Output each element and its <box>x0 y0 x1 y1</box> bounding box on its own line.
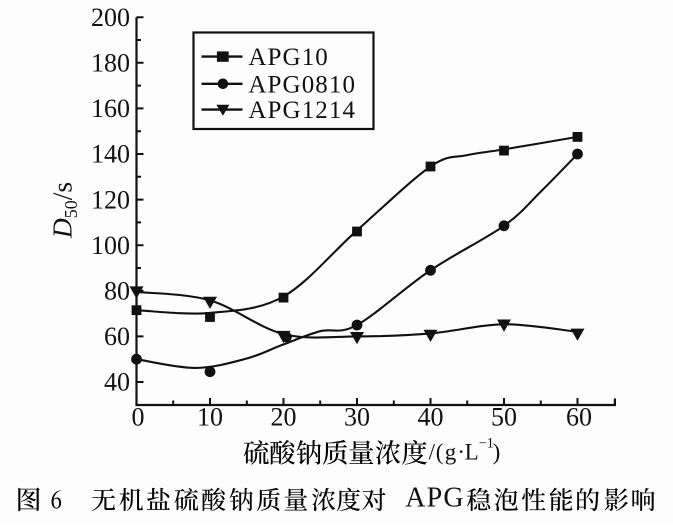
svg-text:200: 200 <box>91 3 130 32</box>
svg-text:APG1214: APG1214 <box>248 97 356 124</box>
svg-text:APG10: APG10 <box>248 44 329 71</box>
svg-text:(: ( <box>436 440 444 465</box>
svg-text:40: 40 <box>418 403 444 432</box>
svg-text:60: 60 <box>104 322 130 351</box>
svg-text:140: 140 <box>91 140 130 169</box>
svg-text:10: 10 <box>197 403 223 432</box>
svg-text:80: 80 <box>104 277 130 306</box>
svg-text:30: 30 <box>344 403 370 432</box>
svg-text:40: 40 <box>104 368 130 397</box>
svg-text:60: 60 <box>566 403 592 432</box>
svg-text:APG: APG <box>405 482 465 513</box>
svg-text:g: g <box>445 440 457 465</box>
svg-text:180: 180 <box>91 49 130 78</box>
svg-text:160: 160 <box>91 94 130 123</box>
svg-text:−1: −1 <box>479 436 494 452</box>
svg-text:APG0810: APG0810 <box>248 71 356 98</box>
svg-text:·: · <box>457 440 465 465</box>
svg-text:100: 100 <box>91 231 130 260</box>
svg-text:L: L <box>465 440 479 465</box>
svg-text:/: / <box>429 440 436 465</box>
svg-text:0: 0 <box>132 403 145 432</box>
svg-text:): ) <box>493 440 501 465</box>
svg-text:50: 50 <box>491 403 517 432</box>
svg-text:D50/s: D50/s <box>47 182 81 239</box>
svg-text:120: 120 <box>91 185 130 214</box>
svg-text:20: 20 <box>271 403 297 432</box>
